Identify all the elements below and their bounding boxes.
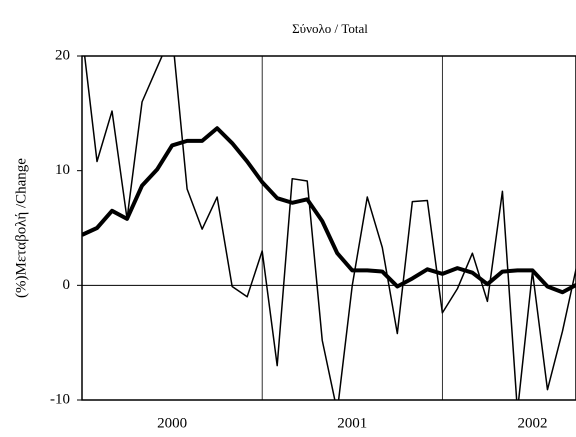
y-tick-label: 0: [63, 277, 71, 293]
series-line: [83, 56, 576, 400]
x-tick-label: 2001: [337, 415, 367, 431]
plot-area: [82, 56, 576, 400]
plot-frame: [81, 55, 576, 401]
x-tick-label: 2002: [517, 415, 547, 431]
x-tick-label: 2000: [157, 415, 187, 431]
y-axis-label: (%)Μεταβολή /Change: [13, 158, 29, 298]
series-line: [82, 126, 576, 295]
y-tick-label: 10: [55, 162, 70, 178]
chart-title: Σύνολο / Total: [292, 21, 368, 36]
y-tick-label: 20: [55, 47, 70, 63]
y-tick-label: -10: [50, 391, 70, 407]
